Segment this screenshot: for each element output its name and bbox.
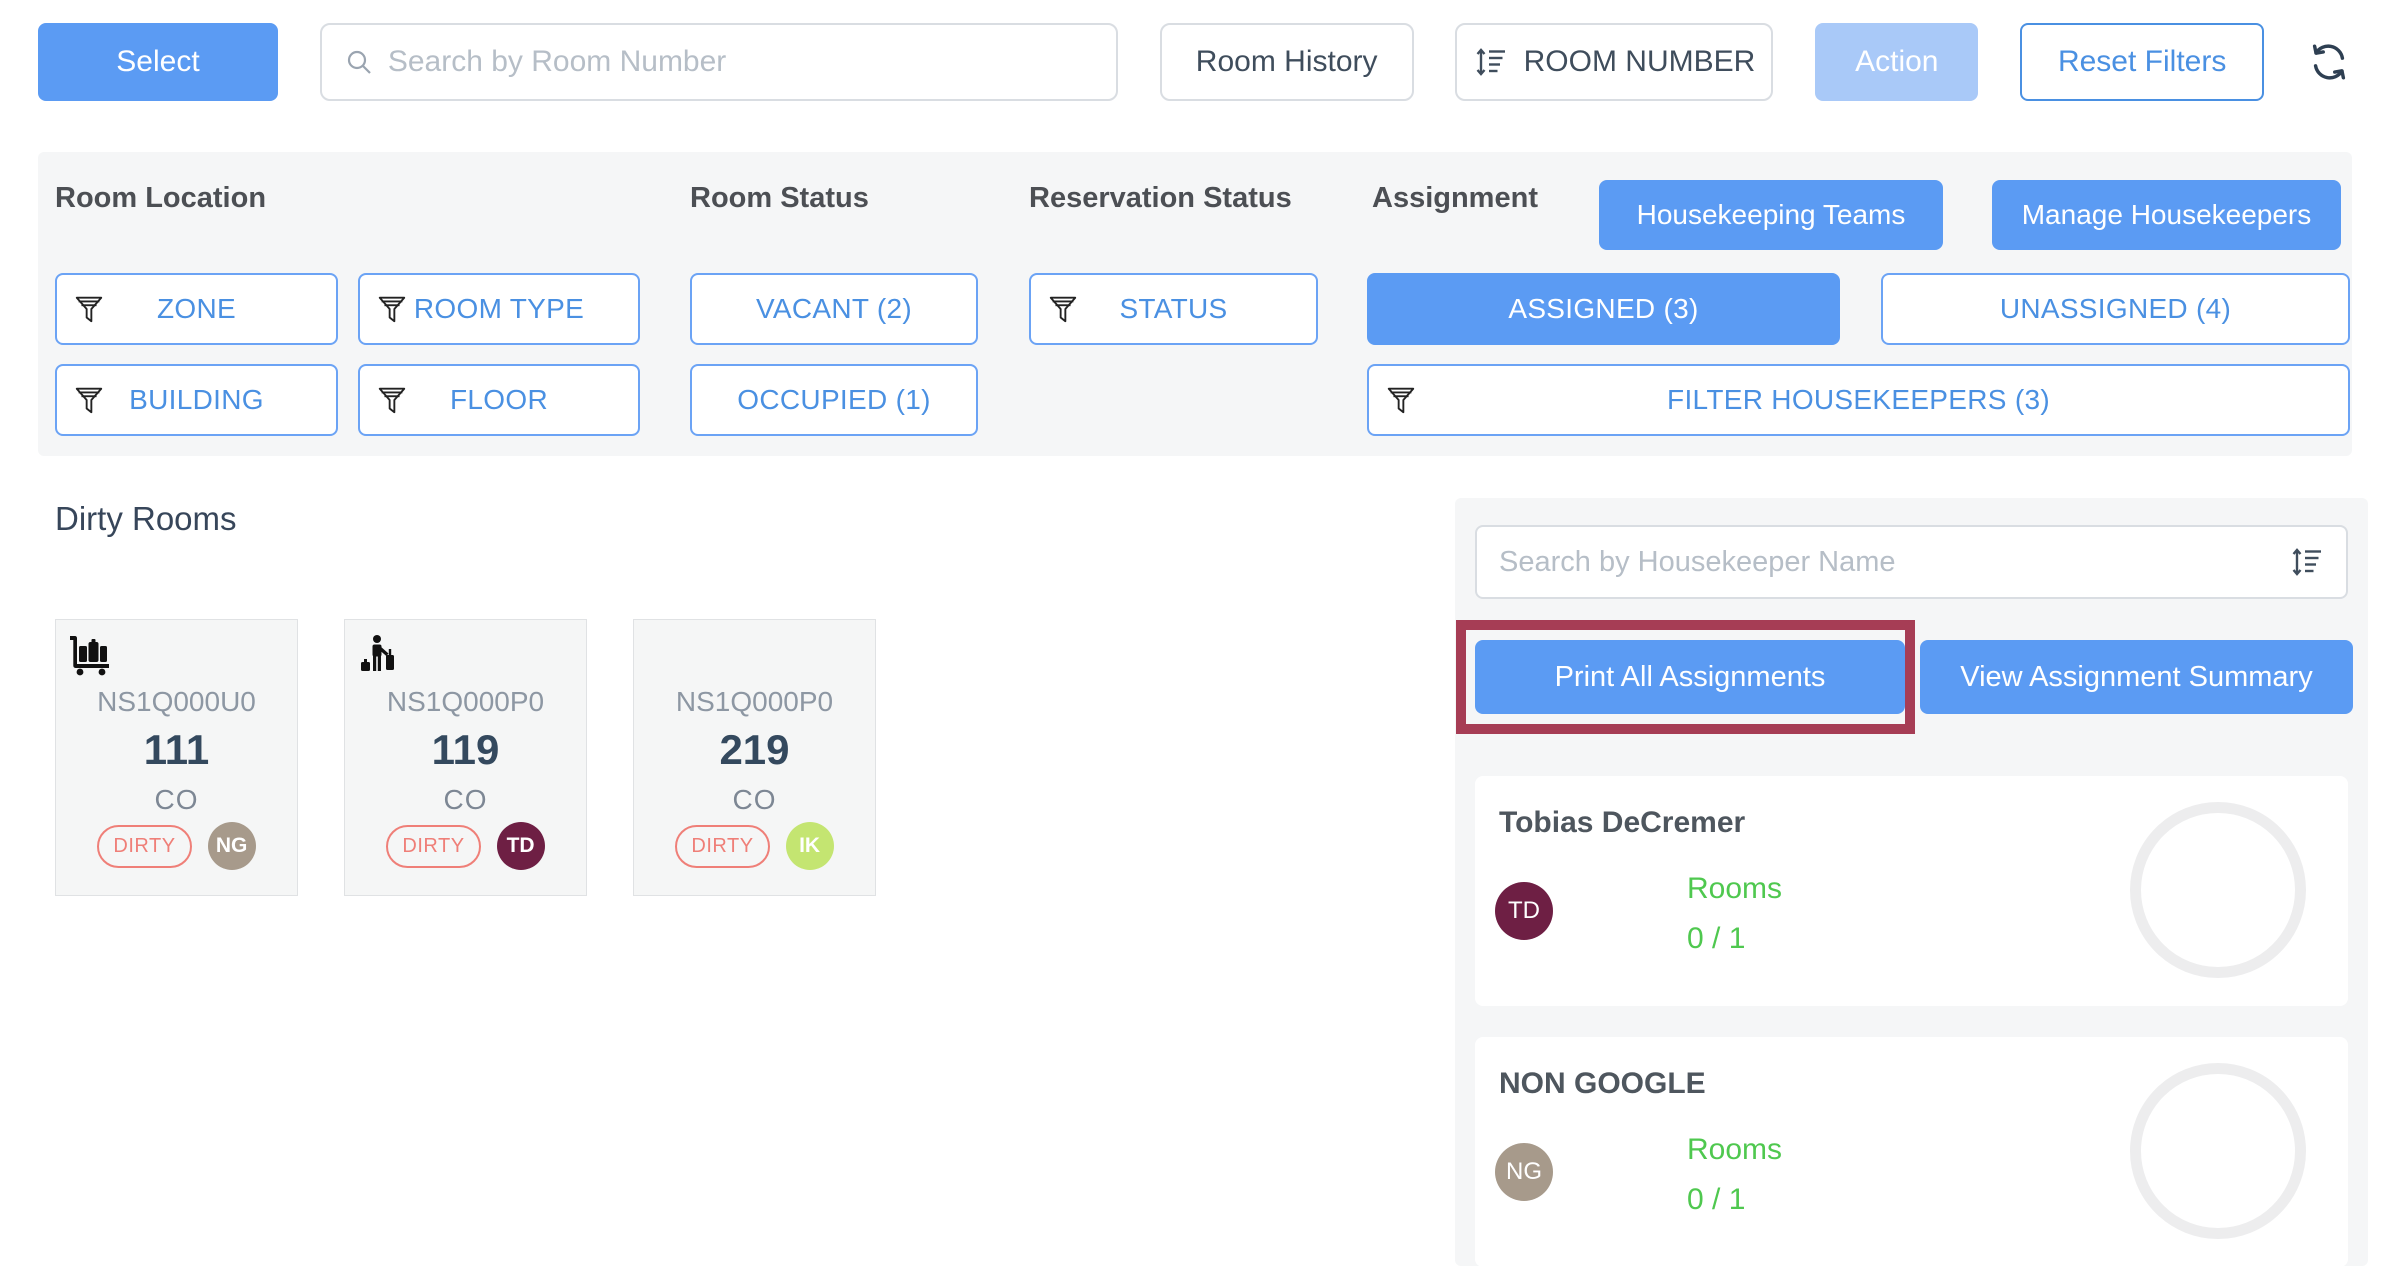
room-number: 111: [143, 726, 210, 773]
sort-icon[interactable]: [2290, 546, 2324, 578]
assignment-label: Assignment: [1372, 182, 1538, 214]
filter-housekeepers-button[interactable]: FILTER HOUSEKEEPERS (3): [1367, 364, 2350, 436]
room-location-label: Room Location: [55, 182, 267, 214]
sort-icon: [1476, 48, 1505, 76]
filter-room-type-button[interactable]: ROOM TYPE: [358, 273, 640, 345]
status-badge: DIRTY: [97, 824, 192, 868]
filter-floor-button[interactable]: FLOOR: [358, 364, 640, 436]
rooms-label: Rooms: [1687, 872, 1783, 905]
room-number: 119: [431, 726, 500, 773]
refresh-icon[interactable]: [2306, 39, 2352, 85]
filter-zone-button[interactable]: ZONE: [55, 273, 338, 345]
room-card-111[interactable]: NS1Q000U0 111 CO DIRTY NG: [55, 619, 298, 896]
rooms-progress: 0 / 1: [1687, 1183, 1746, 1216]
person-luggage-icon: [361, 635, 394, 671]
filter-vacant-button[interactable]: VACANT (2): [690, 273, 978, 345]
room-number: 219: [719, 726, 790, 773]
housekeeping-teams-button[interactable]: Housekeeping Teams: [1599, 180, 1943, 250]
filter-assigned-button[interactable]: ASSIGNED (3): [1367, 273, 1840, 345]
housekeeper-search-input[interactable]: [1477, 529, 2290, 595]
status-label: STATUS: [1119, 293, 1228, 324]
filter-unassigned-button[interactable]: UNASSIGNED (4): [1881, 273, 2350, 345]
funnel-icon: [1387, 387, 1415, 414]
filter-building-button[interactable]: BUILDING: [55, 364, 338, 436]
filter-reservation-status-button[interactable]: STATUS: [1029, 273, 1318, 345]
funnel-icon: [75, 387, 103, 414]
housekeeper-avatar: NG: [1495, 1143, 1553, 1201]
progress-ring: [2130, 1063, 2306, 1239]
select-button[interactable]: Select: [38, 23, 278, 101]
funnel-icon: [75, 296, 103, 323]
toolbar: Select Room History ROOM NUMBER Action R…: [38, 23, 2352, 101]
room-type: NS1Q000P0: [386, 686, 545, 717]
print-highlight-annotation: [1456, 620, 1915, 734]
room-type: NS1Q000P0: [675, 686, 834, 717]
reservation-code: CO: [154, 784, 199, 815]
view-assignment-summary-button[interactable]: View Assignment Summary: [1920, 640, 2353, 714]
housekeeper-search: [1475, 525, 2348, 599]
print-all-assignments-button[interactable]: Print All Assignments: [1475, 640, 1905, 714]
filter-panel: Room Location Room Status Reservation St…: [38, 152, 2352, 456]
manage-housekeepers-button[interactable]: Manage Housekeepers: [1992, 180, 2341, 250]
reset-filters-button[interactable]: Reset Filters: [2020, 23, 2265, 101]
room-type-label: ROOM TYPE: [413, 293, 585, 324]
reservation-code: CO: [443, 784, 488, 815]
sort-label: ROOM NUMBER: [1523, 45, 1756, 78]
housekeeper-card-tobias[interactable]: Tobias DeCremer TD Rooms 0 / 1: [1475, 776, 2348, 1006]
assignee-avatar: TD: [496, 822, 545, 870]
progress-ring: [2130, 802, 2306, 978]
status-badge: DIRTY: [675, 824, 770, 868]
dirty-rooms-title: Dirty Rooms: [55, 500, 237, 537]
room-history-button[interactable]: Room History: [1159, 23, 1414, 101]
room-status-label: Room Status: [690, 182, 869, 214]
room-search: [319, 23, 1118, 101]
luggage-cart-icon: [70, 636, 109, 676]
room-card-219[interactable]: NS1Q000P0 219 CO DIRTY IK: [633, 619, 876, 896]
filter-occupied-button[interactable]: OCCUPIED (1): [690, 364, 978, 436]
reservation-code: CO: [732, 784, 777, 815]
rooms-label: Rooms: [1687, 1133, 1783, 1166]
housekeeper-avatar: TD: [1495, 882, 1553, 940]
reservation-status-label: Reservation Status: [1029, 182, 1292, 214]
room-type: NS1Q000U0: [97, 686, 256, 717]
filter-housekeepers-label: FILTER HOUSEKEEPERS (3): [1667, 384, 2050, 415]
funnel-icon: [378, 296, 406, 323]
housekeeper-card-non-google[interactable]: NON GOOGLE NG Rooms 0 / 1: [1475, 1037, 2348, 1266]
floor-label: FLOOR: [450, 384, 548, 415]
housekeeper-name: Tobias DeCremer: [1499, 806, 1746, 839]
room-card-119[interactable]: NS1Q000P0 119 CO DIRTY TD: [344, 619, 587, 896]
status-badge: DIRTY: [386, 824, 481, 868]
building-label: BUILDING: [129, 384, 264, 415]
assignee-avatar: IK: [785, 822, 834, 870]
room-search-input[interactable]: [387, 27, 1116, 97]
zone-label: ZONE: [157, 293, 236, 324]
search-icon: [347, 50, 371, 74]
housekeeper-name: NON GOOGLE: [1499, 1067, 1706, 1100]
housekeeper-panel: Print All Assignments View Assignment Su…: [1455, 498, 2368, 1266]
rooms-progress: 0 / 1: [1687, 922, 1746, 955]
action-button: Action: [1815, 23, 1979, 101]
assignee-avatar: NG: [207, 822, 256, 870]
room-sort-button[interactable]: ROOM NUMBER: [1455, 23, 1774, 101]
dirty-rooms-list: NS1Q000U0 111 CO DIRTY NG NS1Q000P0 119: [55, 619, 876, 896]
funnel-icon: [1049, 296, 1077, 323]
funnel-icon: [378, 387, 406, 414]
